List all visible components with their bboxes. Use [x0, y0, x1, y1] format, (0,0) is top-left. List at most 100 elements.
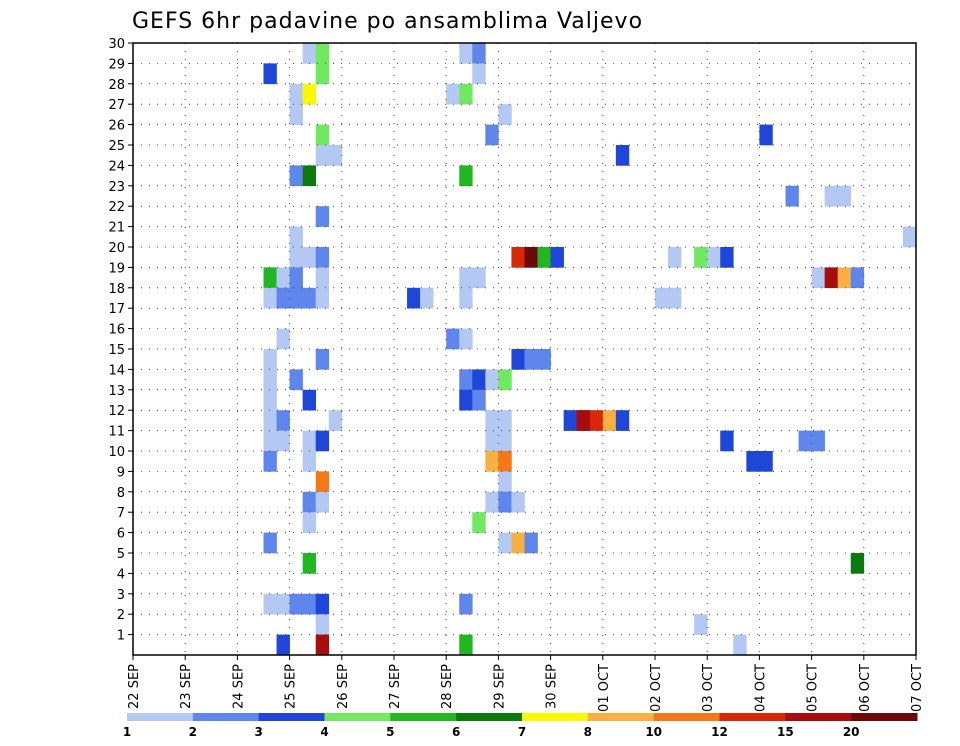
- heatmap-cell: [302, 247, 316, 268]
- heatmap-cell: [289, 267, 303, 289]
- legend-label: 3: [254, 725, 262, 739]
- heatmap-cell: [694, 614, 708, 635]
- heatmap-cell: [459, 287, 473, 309]
- heatmap-cell: [289, 247, 303, 268]
- heatmap-cell: [315, 349, 330, 370]
- heatmap-cell: [420, 287, 434, 309]
- y-tick-label: 25: [108, 139, 125, 154]
- heatmap-cell: [302, 430, 316, 452]
- heatmap-cell: [498, 491, 512, 513]
- y-tick-label: 1: [117, 629, 125, 644]
- heatmap-cell: [315, 206, 330, 227]
- heatmap-cell: [276, 287, 290, 309]
- heatmap-cell: [328, 410, 343, 431]
- heatmap-cell: [263, 369, 277, 391]
- heatmap-cell: [485, 410, 499, 431]
- heatmap-cell: [511, 247, 525, 268]
- heatmap-cell: [315, 145, 330, 166]
- y-tick-label: 5: [117, 547, 125, 562]
- heatmap-cell: [498, 532, 512, 554]
- heatmap-cell: [511, 491, 525, 513]
- heatmap-cell: [589, 410, 604, 431]
- heatmap-cell: [498, 471, 512, 493]
- legend-label: 10: [645, 725, 662, 739]
- x-tick-label: 25 SEP: [284, 664, 299, 709]
- heatmap-cell: [289, 83, 303, 105]
- y-tick-label: 8: [117, 486, 125, 501]
- heatmap-cell: [498, 430, 512, 452]
- y-tick-label: 29: [108, 57, 125, 72]
- x-axis: 22 SEP 23 SEP 24 SEP 25 SEP 26 SEP 27 SEP 28 S…: [127, 655, 925, 712]
- y-tick-label: 18: [108, 282, 125, 297]
- heatmap-cell: [315, 247, 330, 268]
- heatmap-cell: [524, 349, 538, 370]
- heatmap-cell: [668, 287, 682, 309]
- heatmap-cell: [263, 430, 277, 452]
- heatmap-cell: [615, 410, 630, 431]
- heatmap-cell: [289, 104, 303, 125]
- y-tick-label: 30: [108, 37, 125, 52]
- legend-label: 4: [320, 725, 328, 739]
- legend-swatch: [258, 713, 325, 721]
- heatmap-cell: [328, 145, 343, 166]
- legend-swatch: [653, 713, 720, 721]
- heatmap-cell: [485, 124, 499, 146]
- heatmap-cell: [485, 491, 499, 513]
- cells-layer: [263, 43, 917, 656]
- heatmap-cell: [459, 593, 473, 615]
- heatmap-cell: [446, 83, 460, 105]
- heatmap-cell: [720, 430, 734, 452]
- heatmap-cell: [263, 267, 277, 289]
- heatmap-cell: [537, 349, 551, 370]
- x-tick-label: 07 OCT: [910, 664, 925, 712]
- color-legend: 1 2 3 4 5 6 7 8 10 12 15 20: [123, 713, 918, 739]
- heatmap-cell: [498, 451, 512, 472]
- legend-label: 15: [777, 725, 794, 739]
- heatmap-cell: [263, 349, 277, 370]
- y-tick-label: 24: [108, 159, 125, 174]
- y-tick-label: 28: [108, 78, 125, 93]
- heatmap-cell: [446, 328, 460, 350]
- legend-swatch: [785, 713, 852, 721]
- heatmap-cell: [459, 389, 473, 411]
- x-tick-label: 01 OCT: [597, 664, 612, 712]
- y-tick-label: 4: [117, 567, 125, 582]
- x-tick-label: 22 SEP: [127, 664, 142, 709]
- heatmap-cell: [302, 165, 316, 187]
- heatmap-cell: [811, 267, 825, 289]
- heatmap-cell: [524, 247, 538, 268]
- heatmap-cell: [315, 634, 330, 656]
- y-tick-label: 3: [117, 588, 125, 603]
- heatmap-cell: [315, 124, 330, 146]
- heatmap-cell: [263, 410, 277, 431]
- heatmap-cell: [459, 165, 473, 187]
- heatmap-cell: [485, 430, 499, 452]
- x-tick-label: 30 SEP: [545, 664, 560, 709]
- legend-label: 1: [123, 725, 131, 739]
- heatmap-cell: [720, 247, 734, 268]
- heatmap-cell: [315, 491, 330, 513]
- heatmap-cell: [498, 369, 512, 391]
- heatmap-cell: [563, 410, 577, 431]
- heatmap-cell: [302, 451, 316, 472]
- heatmap-cell: [785, 185, 799, 207]
- heatmap-cell: [707, 247, 721, 268]
- heatmap-cell: [276, 593, 290, 615]
- heatmap-cell: [472, 43, 486, 64]
- heatmap-cell: [498, 410, 512, 431]
- heatmap-cell: [472, 369, 486, 391]
- y-tick-label: 7: [117, 506, 125, 521]
- y-tick-label: 14: [108, 363, 125, 378]
- y-tick-label: 27: [108, 98, 125, 113]
- heatmap-cell: [537, 247, 551, 268]
- heatmap-cell: [459, 43, 473, 64]
- x-tick-label: 29 SEP: [492, 664, 507, 709]
- heatmap-cell: [459, 634, 473, 656]
- y-tick-label: 26: [108, 119, 125, 134]
- y-tick-label: 17: [108, 302, 125, 317]
- heatmap-cell: [655, 287, 669, 309]
- heatmap-cell: [550, 247, 564, 268]
- y-tick-label: 19: [108, 261, 125, 276]
- heatmap-cell: [315, 63, 330, 85]
